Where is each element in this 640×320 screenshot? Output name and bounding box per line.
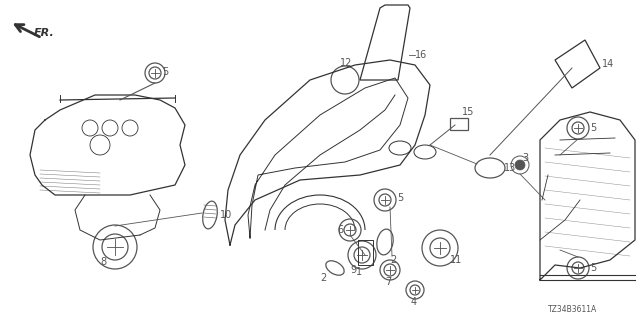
Text: 15: 15 bbox=[462, 107, 474, 117]
Text: 4: 4 bbox=[411, 297, 417, 307]
Text: 10: 10 bbox=[220, 210, 232, 220]
Text: 5: 5 bbox=[590, 123, 596, 133]
Text: 11: 11 bbox=[450, 255, 462, 265]
Text: 5: 5 bbox=[162, 67, 168, 77]
Text: 2: 2 bbox=[320, 273, 326, 283]
Text: 14: 14 bbox=[602, 59, 614, 69]
Text: 9: 9 bbox=[350, 265, 356, 275]
Text: 6: 6 bbox=[337, 225, 343, 235]
Text: 5: 5 bbox=[397, 193, 403, 203]
Text: 2: 2 bbox=[390, 255, 396, 265]
Text: FR.: FR. bbox=[34, 28, 55, 38]
Text: 13: 13 bbox=[504, 163, 516, 173]
Text: 16: 16 bbox=[415, 50, 428, 60]
Text: 1: 1 bbox=[356, 267, 362, 277]
Text: 3: 3 bbox=[522, 153, 528, 163]
Text: TZ34B3611A: TZ34B3611A bbox=[548, 305, 597, 314]
Text: 12: 12 bbox=[340, 58, 353, 68]
Text: 8: 8 bbox=[100, 257, 106, 267]
Text: 5: 5 bbox=[590, 263, 596, 273]
Text: 7: 7 bbox=[385, 277, 391, 287]
Circle shape bbox=[515, 160, 525, 170]
